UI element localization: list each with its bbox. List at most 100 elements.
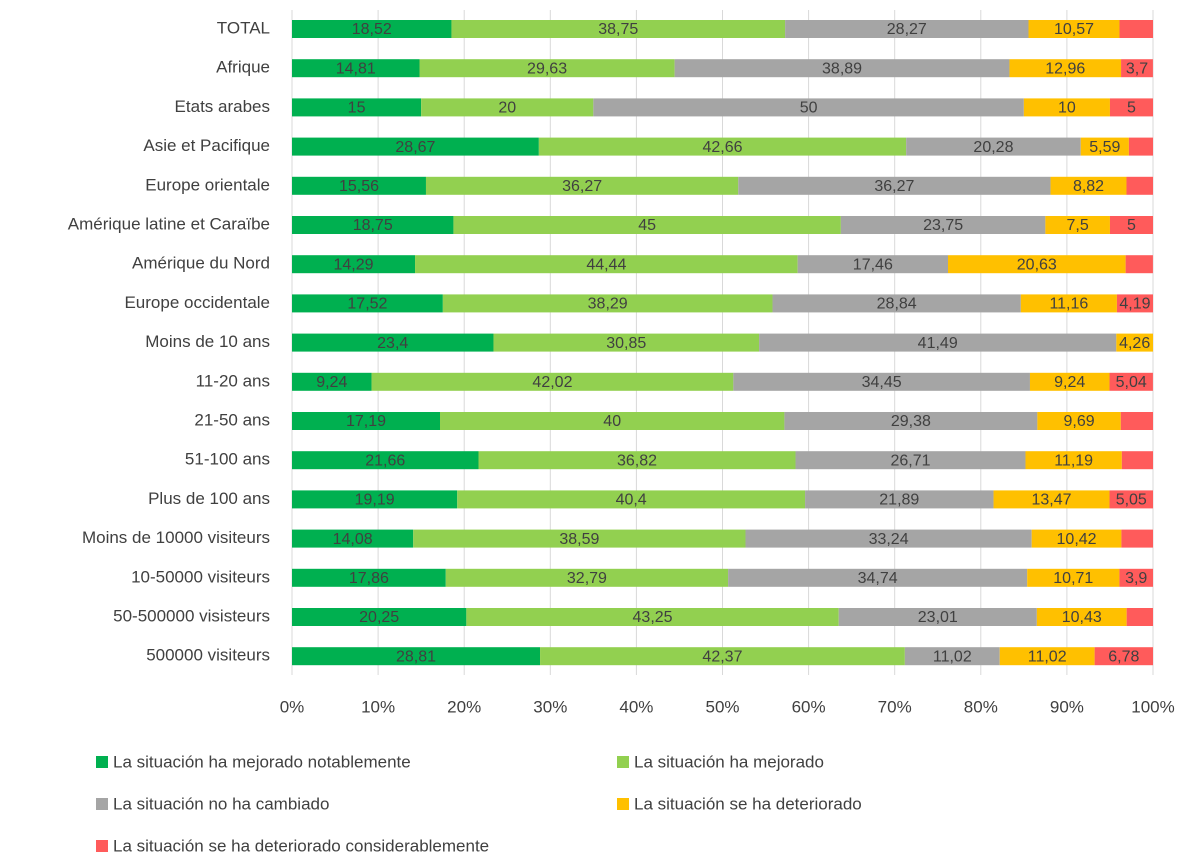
data-label: 11,02 [1028, 648, 1067, 665]
data-label: 14,29 [333, 256, 373, 273]
data-label: 18,75 [353, 217, 393, 234]
data-label: 29,63 [527, 60, 567, 77]
bar-segment [292, 647, 541, 666]
data-label: 28,81 [396, 648, 436, 665]
bar-segment [1045, 216, 1110, 234]
data-label: 18,52 [352, 21, 392, 38]
bar-segment [593, 98, 1024, 117]
bar-segment [838, 608, 1037, 626]
bar-segment [453, 216, 841, 234]
bar-segment [999, 647, 1095, 666]
bar-segment [292, 59, 420, 78]
bar-segment [415, 255, 798, 274]
bar-segment [1027, 568, 1120, 587]
data-label: 5,04 [1116, 374, 1147, 391]
bar-segment [1037, 412, 1121, 430]
data-label: 36,27 [874, 178, 914, 195]
data-label: 32,79 [567, 570, 607, 587]
bar-segment [292, 451, 479, 470]
data-label: 11,16 [1049, 296, 1088, 313]
data-label: 5,59 [1089, 139, 1120, 156]
bar-segment [759, 333, 1117, 352]
y-tick-label: Moins de 10 ans [145, 332, 270, 351]
bar-segment [493, 333, 760, 352]
x-tick-label: 50% [705, 697, 739, 716]
bar-segment [292, 216, 454, 234]
data-label: 38,59 [559, 531, 599, 548]
data-label: 17,86 [349, 570, 389, 587]
data-label: 42,66 [702, 139, 742, 156]
data-label: 26,71 [890, 452, 930, 469]
bar-segment [421, 98, 594, 117]
data-label: 30,85 [606, 335, 646, 352]
data-label: 9,24 [1054, 374, 1085, 391]
bar-segment [1029, 372, 1110, 391]
bar-segment [906, 137, 1081, 156]
data-label: 10 [1058, 100, 1076, 117]
legend-swatch [617, 756, 629, 768]
bar-segment [478, 451, 796, 470]
y-tick-label: 11-20 ans [196, 371, 270, 390]
data-label: 42,02 [532, 374, 572, 391]
data-label: 14,08 [333, 531, 373, 548]
data-label: 28,27 [887, 21, 927, 38]
bar-segment [457, 490, 806, 509]
legend-label: La situación ha mejorado notablemente [113, 752, 411, 771]
data-label: 50 [800, 100, 818, 117]
bar-segment [1036, 608, 1127, 626]
legend-label: La situación ha mejorado [634, 752, 824, 771]
data-label: 11,02 [933, 648, 972, 665]
y-tick-label: TOTAL [217, 18, 270, 37]
bar-segment [795, 451, 1026, 470]
bar-segment [785, 20, 1029, 38]
y-tick-label: Amérique du Nord [132, 254, 270, 273]
y-tick-label: Etats arabes [175, 97, 270, 116]
x-tick-label: 30% [533, 697, 567, 716]
bar-segment [292, 529, 414, 548]
bar-segment [440, 412, 785, 430]
x-tick-label: 100% [1131, 697, 1174, 716]
data-label: 44,44 [586, 256, 626, 273]
data-label: 20,63 [1017, 256, 1057, 273]
data-label: 23,4 [377, 335, 408, 352]
y-tick-label: 51-100 ans [185, 450, 270, 469]
data-label: 20,25 [359, 609, 399, 626]
data-label: 9,24 [316, 374, 347, 391]
bar-segment [1116, 333, 1153, 352]
x-tick-label: 80% [964, 697, 998, 716]
bar-segment [292, 98, 422, 117]
bar-segment [442, 294, 773, 313]
data-label: 29,38 [891, 413, 931, 430]
bar-segment [745, 529, 1032, 548]
bar-segment [540, 647, 905, 666]
data-label: 4,19 [1119, 296, 1150, 313]
bar-segment [1109, 98, 1153, 117]
data-label: 33,24 [869, 531, 909, 548]
data-label: 23,75 [923, 217, 963, 234]
bar-segment [1025, 451, 1122, 470]
data-label: 3,7 [1126, 60, 1148, 77]
bar-segment [419, 59, 675, 78]
bar-segment [1119, 568, 1153, 587]
bar-segment [413, 529, 746, 548]
data-label: 23,01 [918, 609, 958, 626]
data-label: 41,49 [918, 335, 958, 352]
data-label: 40 [603, 413, 621, 430]
data-label: 20 [498, 100, 516, 117]
bar-segment [1121, 529, 1153, 548]
bar-segment [292, 20, 452, 38]
data-label: 43,25 [633, 609, 673, 626]
data-label: 10,42 [1057, 531, 1097, 548]
bar-segment [1119, 20, 1153, 38]
bar-segment [292, 608, 467, 626]
y-tick-label: 50-500000 visisteurs [113, 606, 270, 625]
bar-segment [733, 372, 1030, 391]
bar-segment [292, 255, 416, 274]
bar-segment [292, 294, 443, 313]
x-tick-label: 0% [280, 697, 305, 716]
data-label: 10,43 [1062, 609, 1102, 626]
data-label: 42,37 [702, 648, 742, 665]
bar-segment [425, 176, 739, 195]
y-tick-label: Amérique latine et Caraïbe [68, 214, 270, 233]
